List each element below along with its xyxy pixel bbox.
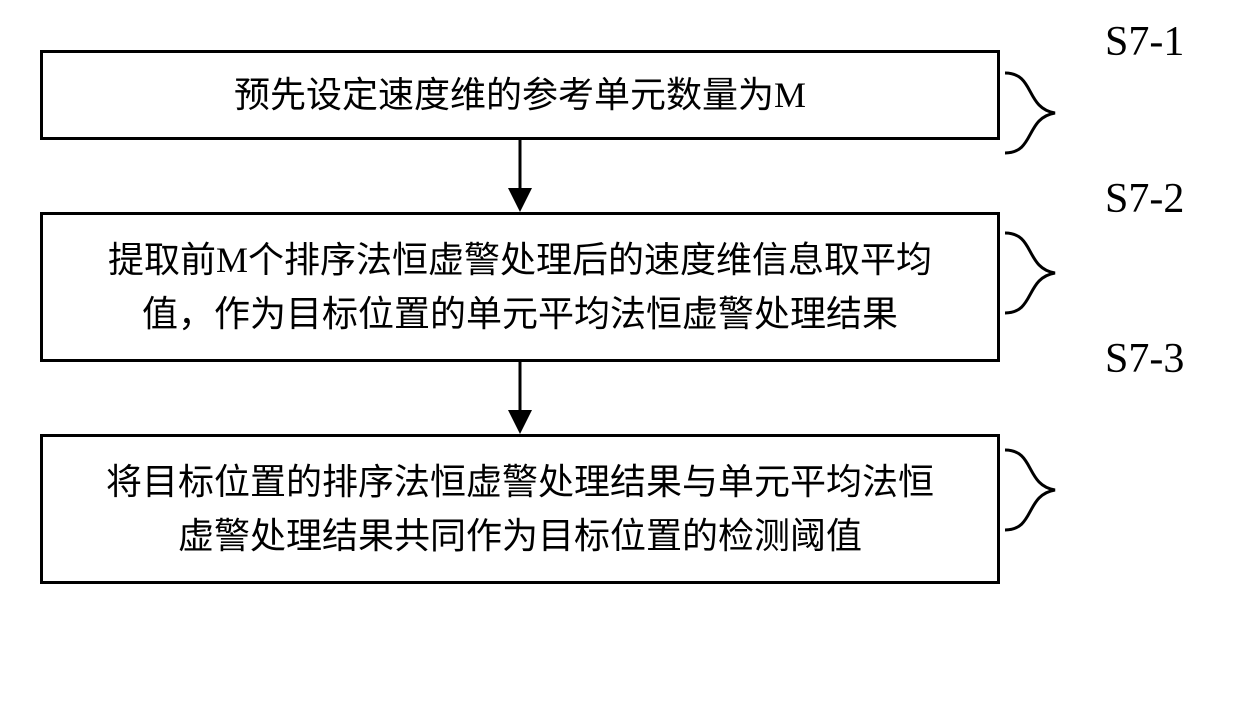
arrow-1 [40,140,1000,212]
step-label-3: S7-3 [1105,335,1184,383]
flow-box-3-line-1: 将目标位置的排序法恒虚警处理结果与单元平均法恒 [106,455,934,509]
arrow-2 [40,362,1000,434]
flow-box-2: 提取前M个排序法恒虚警处理后的速度维信息取平均 值，作为目标位置的单元平均法恒虚… [40,212,1000,362]
brace-1 [1000,68,1110,158]
flowchart-container: 预先设定速度维的参考单元数量为M 提取前M个排序法恒虚警处理后的速度维信息取平均… [40,50,1040,584]
flow-box-1: 预先设定速度维的参考单元数量为M [40,50,1000,140]
brace-3 [1000,445,1110,535]
flow-box-3: 将目标位置的排序法恒虚警处理结果与单元平均法恒 虚警处理结果共同作为目标位置的检… [40,434,1000,584]
flow-box-2-line-1: 提取前M个排序法恒虚警处理后的速度维信息取平均 [108,233,932,287]
step-label-2: S7-2 [1105,175,1184,223]
flow-box-3-line-2: 虚警处理结果共同作为目标位置的检测阈值 [178,509,862,563]
flow-box-1-line-1: 预先设定速度维的参考单元数量为M [234,68,806,122]
brace-2 [1000,228,1110,318]
flow-box-2-line-2: 值，作为目标位置的单元平均法恒虚警处理结果 [142,287,898,341]
step-label-1: S7-1 [1105,18,1184,66]
